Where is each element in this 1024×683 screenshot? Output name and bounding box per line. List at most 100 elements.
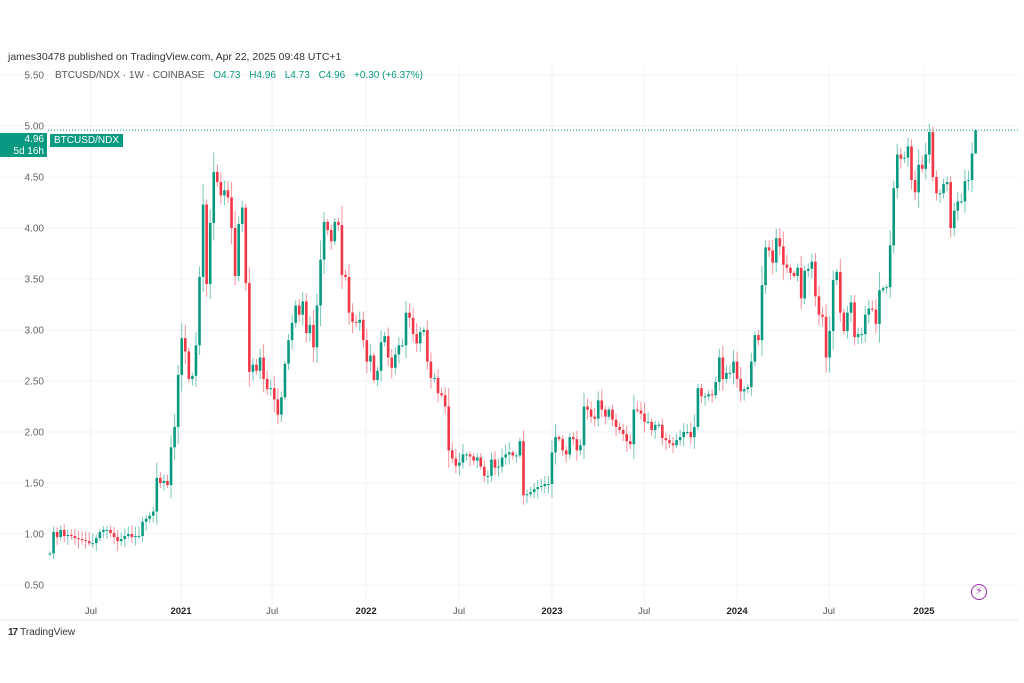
candle-down xyxy=(899,148,903,169)
candle-up xyxy=(433,373,436,383)
candle-down xyxy=(913,170,917,201)
candle-body xyxy=(799,267,803,299)
candle-body xyxy=(806,268,810,271)
candle-down xyxy=(415,323,418,352)
y-tick-label: 5.50 xyxy=(25,71,45,82)
candle-up xyxy=(475,452,479,469)
candle-body xyxy=(479,457,483,467)
candle-up xyxy=(806,263,810,277)
candle-body xyxy=(159,477,162,483)
candle-body xyxy=(248,283,251,372)
candle-body xyxy=(55,531,59,538)
candle-down xyxy=(468,451,472,466)
candle-body xyxy=(73,536,77,539)
candle-body xyxy=(874,309,878,324)
candle-body xyxy=(130,534,134,538)
candle-up xyxy=(461,444,465,469)
candle-up xyxy=(717,348,721,391)
candle-body xyxy=(212,171,216,223)
candle-body xyxy=(824,316,828,358)
candle-body xyxy=(529,492,532,495)
candle-down xyxy=(116,529,119,552)
candle-down xyxy=(447,388,451,468)
candle-up xyxy=(201,183,205,292)
candle-down xyxy=(561,435,564,456)
candle-up xyxy=(465,452,468,461)
time-axis[interactable]: Jul 2021 Jul 2022 Jul 2023 Jul 2024 Jul 2025 xyxy=(85,606,935,617)
candle-down xyxy=(910,139,913,190)
candle-up xyxy=(579,439,582,455)
candle-body xyxy=(500,457,504,467)
candle-body xyxy=(785,264,789,268)
candle-body xyxy=(155,477,159,512)
candle-body xyxy=(326,221,329,231)
candle-body xyxy=(767,247,771,251)
candle-body xyxy=(475,457,479,461)
candle-down xyxy=(721,345,725,391)
candle-down xyxy=(226,180,230,204)
candle-up xyxy=(102,526,105,538)
candle-up xyxy=(888,230,892,299)
candle-body xyxy=(237,223,240,276)
candle-body xyxy=(137,536,141,538)
candle-body xyxy=(365,340,369,362)
candle-up xyxy=(653,420,657,439)
candle-up xyxy=(59,525,62,541)
candle-body xyxy=(871,308,874,310)
candle-body xyxy=(650,421,653,430)
candle-up xyxy=(191,372,194,386)
candle-body xyxy=(643,413,646,422)
candle-body xyxy=(685,432,689,433)
candle-up xyxy=(917,149,920,208)
candle-down xyxy=(216,164,219,188)
candle-up xyxy=(223,180,226,206)
candle-body xyxy=(543,484,547,487)
candle-body xyxy=(518,441,522,456)
candle-body xyxy=(764,247,767,286)
candle-down xyxy=(618,422,621,434)
candle-body xyxy=(657,424,661,426)
candle-up xyxy=(657,421,661,429)
candle-up xyxy=(518,437,522,459)
candle-down xyxy=(183,324,187,365)
candle-body xyxy=(148,515,151,519)
candle-up xyxy=(315,293,319,363)
candle-up xyxy=(895,143,899,199)
candle-body xyxy=(910,146,913,181)
price-axis[interactable]: 0.50 1.00 1.50 2.00 2.50 3.00 3.50 4.00 4.50 5.00… xyxy=(25,71,45,592)
candle-body xyxy=(127,534,130,537)
candle-down xyxy=(326,218,329,236)
candle-down xyxy=(166,474,169,488)
candle-body xyxy=(205,204,208,285)
candle-body xyxy=(778,238,782,247)
x-tick-label: 2023 xyxy=(541,606,562,617)
candle-body xyxy=(600,400,604,410)
candle-body xyxy=(294,305,297,323)
candle-down xyxy=(70,529,73,540)
candle-body xyxy=(276,399,280,415)
candle-down xyxy=(689,422,693,445)
candle-body xyxy=(742,389,746,392)
candle-down xyxy=(351,303,354,334)
lightning-icon[interactable]: ⚡︎ xyxy=(971,584,987,600)
candle-body xyxy=(372,355,376,380)
y-tick-label: 3.00 xyxy=(25,326,45,337)
candle-down xyxy=(230,181,233,245)
candle-body xyxy=(774,238,778,263)
candle-body xyxy=(568,437,572,455)
candle-down xyxy=(390,349,394,379)
candle-down xyxy=(643,402,646,433)
candle-down xyxy=(159,472,162,488)
candle-body xyxy=(710,394,714,396)
candle-down xyxy=(949,176,952,238)
tradingview-footer[interactable]: 17 TradingView xyxy=(8,627,75,638)
candle-body xyxy=(376,370,379,380)
candle-body xyxy=(436,377,440,394)
candle-up xyxy=(707,390,710,401)
publisher-caption: james30478 published on TradingView.com,… xyxy=(8,51,342,63)
candle-up xyxy=(48,551,52,557)
candle-up xyxy=(536,480,540,499)
candle-body xyxy=(134,536,137,538)
candle-body xyxy=(888,245,892,288)
